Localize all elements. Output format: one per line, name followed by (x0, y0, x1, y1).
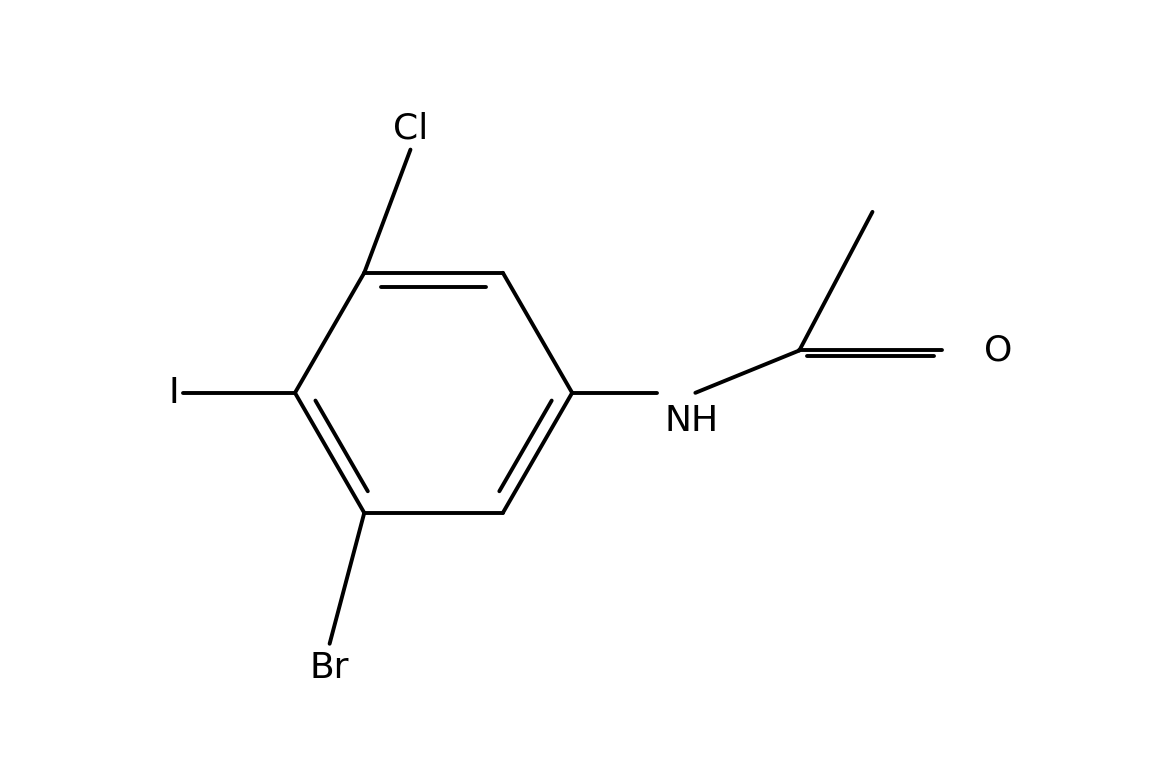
Text: O: O (984, 334, 1012, 368)
Text: I: I (169, 375, 180, 410)
Text: NH: NH (665, 404, 718, 439)
Text: Cl: Cl (393, 112, 428, 146)
Text: Br: Br (310, 651, 350, 685)
